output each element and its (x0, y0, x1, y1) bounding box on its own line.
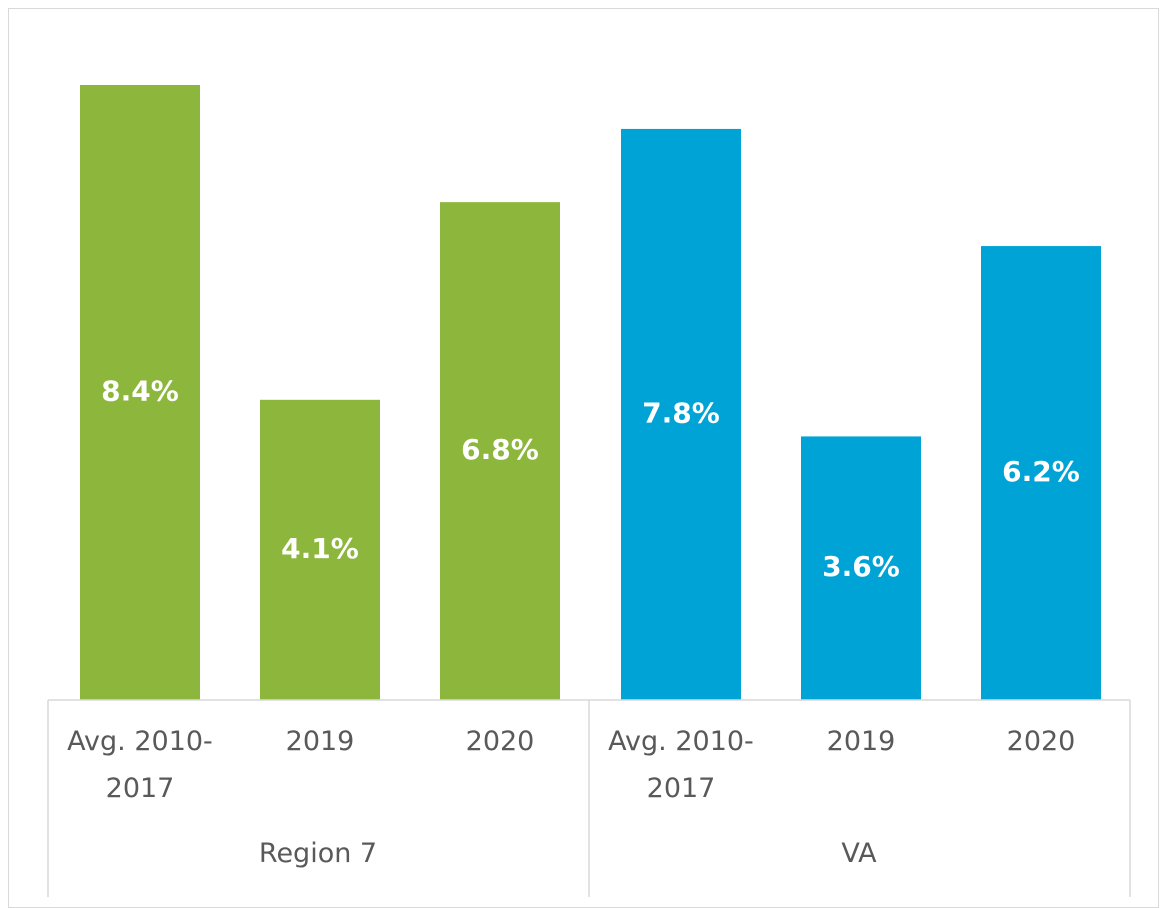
bar (801, 436, 921, 700)
bar (621, 128, 741, 700)
category-label: Avg. 2010-2017 (67, 726, 213, 804)
category-label: 2020 (465, 726, 535, 757)
group-label: Region 7 (258, 838, 378, 869)
bar (981, 246, 1101, 701)
data-label: 6.2% (1002, 455, 1080, 488)
data-label: 8.4% (101, 375, 179, 408)
group-label: VA (841, 838, 877, 869)
data-label: 3.6% (822, 550, 900, 583)
category-label: Avg. 2010-2017 (608, 726, 754, 804)
bar (440, 202, 560, 700)
category-label: 2020 (1006, 726, 1076, 757)
bar (80, 85, 200, 700)
bar (260, 399, 380, 700)
data-label: 6.8% (461, 433, 539, 466)
data-label: 7.8% (642, 396, 720, 429)
data-label: 4.1% (281, 532, 359, 565)
category-label: 2019 (826, 726, 896, 757)
category-label: 2019 (285, 726, 355, 757)
